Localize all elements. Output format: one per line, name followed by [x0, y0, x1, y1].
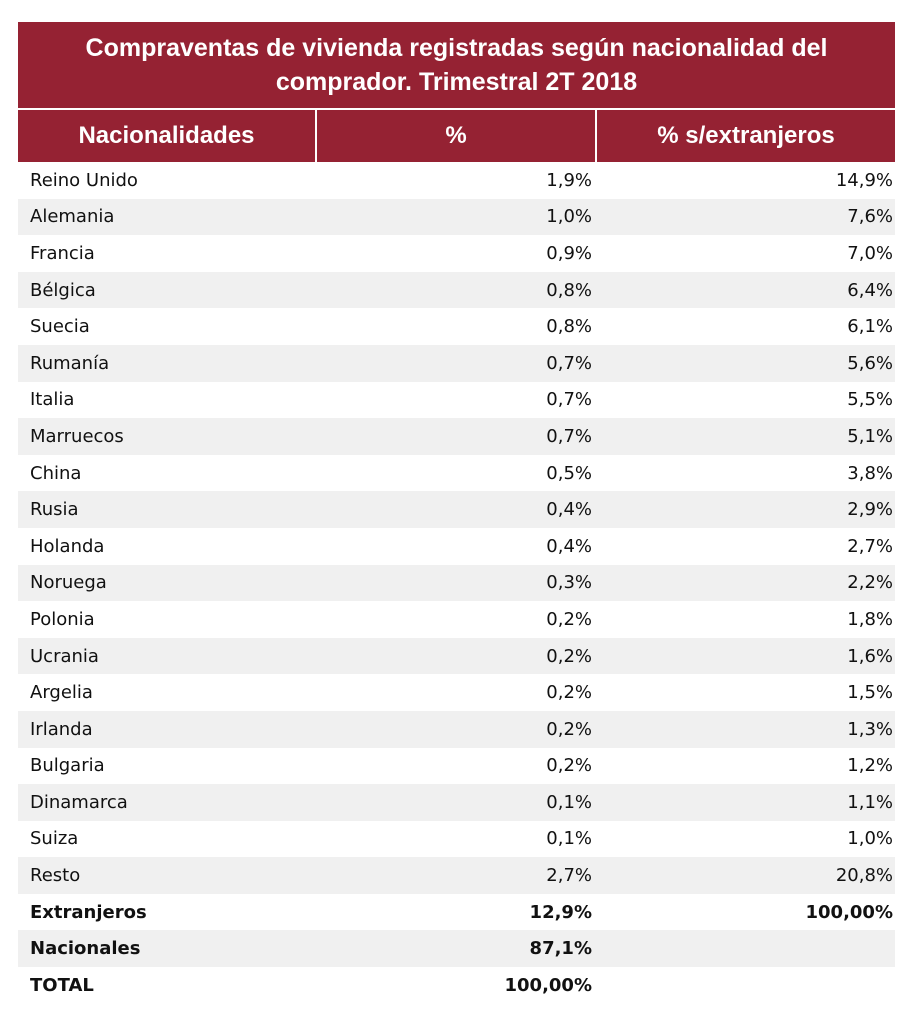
cell-percent-extranjeros: 3,8% — [847, 462, 893, 484]
cell-percent: 0,2% — [546, 755, 592, 777]
cell-percent: 0,2% — [546, 718, 592, 740]
cell-nationality: Italia — [30, 389, 75, 411]
table-row: Nacionales 87,1% — [18, 930, 895, 968]
table-row: Marruecos 0,7% 5,1% — [18, 418, 895, 455]
cell-percent-extranjeros: 5,1% — [847, 425, 893, 447]
cell-percent: 1,9% — [546, 169, 592, 191]
cell-percent-extranjeros: 1,8% — [847, 608, 893, 630]
table-title: Compraventas de vivienda registradas seg… — [18, 22, 895, 108]
cell-percent: 87,1% — [529, 938, 592, 960]
cell-percent-extranjeros: 20,8% — [835, 865, 893, 887]
table-row: Resto 2,7% 20,8% — [18, 857, 895, 894]
table-row: TOTAL 100,00% — [18, 967, 895, 1004]
table-row: Extranjeros 12,9% 100,00% — [18, 894, 895, 931]
table-row: Noruega 0,3% 2,2% — [18, 564, 895, 602]
header-row: Nacionalidades % % s/extranjeros — [18, 110, 895, 162]
cell-nationality: Francia — [30, 242, 95, 264]
table-row: China 0,5% 3,8% — [18, 455, 895, 492]
cell-percent: 0,4% — [546, 535, 592, 557]
table-row: Francia 0,9% 7,0% — [18, 235, 895, 272]
cell-nationality: Marruecos — [30, 425, 124, 447]
table-row: Bélgica 0,8% 6,4% — [18, 271, 895, 309]
cell-percent: 0,1% — [546, 791, 592, 813]
cell-percent: 0,7% — [546, 352, 592, 374]
table-row: Reino Unido 1,9% 14,9% — [18, 162, 895, 199]
cell-percent: 0,7% — [546, 389, 592, 411]
cell-nationality: Ucrania — [30, 645, 99, 667]
cell-percent-extranjeros: 7,0% — [847, 242, 893, 264]
cell-nationality: TOTAL — [30, 974, 94, 996]
table-row: Suecia 0,8% 6,1% — [18, 308, 895, 345]
cell-percent-extranjeros: 2,2% — [847, 572, 893, 594]
table-body: Reino Unido 1,9% 14,9% Alemania 1,0% 7,6% Fran… — [18, 162, 895, 1004]
cell-percent: 0,2% — [546, 682, 592, 704]
cell-percent-extranjeros: 5,6% — [847, 352, 893, 374]
table-row: Irlanda 0,2% 1,3% — [18, 710, 895, 748]
cell-nationality: Extranjeros — [30, 901, 147, 923]
cell-percent-extranjeros: 1,5% — [847, 682, 893, 704]
cell-nationality: Argelia — [30, 682, 93, 704]
table-row: Dinamarca 0,1% 1,1% — [18, 784, 895, 821]
cell-nationality: Rumanía — [30, 352, 110, 374]
cell-percent-extranjeros: 14,9% — [835, 169, 893, 191]
table-row: Alemania 1,0% 7,6% — [18, 198, 895, 236]
cell-percent-extranjeros: 1,3% — [847, 718, 893, 740]
cell-percent-extranjeros: 2,7% — [847, 535, 893, 557]
cell-percent: 0,8% — [546, 316, 592, 338]
cell-nationality: Bulgaria — [30, 755, 105, 777]
cell-percent: 0,3% — [546, 572, 592, 594]
cell-percent: 0,8% — [546, 279, 592, 301]
table-row: Suiza 0,1% 1,0% — [18, 821, 895, 858]
cell-percent-extranjeros: 1,2% — [847, 755, 893, 777]
cell-percent: 2,7% — [546, 865, 592, 887]
cell-percent: 0,1% — [546, 828, 592, 850]
cell-nationality: Irlanda — [30, 718, 93, 740]
cell-percent-extranjeros: 6,1% — [847, 316, 893, 338]
cell-nationality: Reino Unido — [30, 169, 138, 191]
table-row: Italia 0,7% 5,5% — [18, 382, 895, 419]
table-row: Bulgaria 0,2% 1,2% — [18, 748, 895, 785]
cell-nationality: Polonia — [30, 608, 95, 630]
cell-percent: 1,0% — [546, 206, 592, 228]
cell-percent-extranjeros: 100,00% — [805, 901, 894, 923]
cell-nationality: China — [30, 462, 82, 484]
table-row: Argelia 0,2% 1,5% — [18, 674, 895, 711]
cell-percent: 0,5% — [546, 462, 592, 484]
cell-nationality: Rusia — [30, 499, 79, 521]
cell-percent: 0,9% — [546, 242, 592, 264]
cell-percent: 12,9% — [529, 901, 592, 923]
cell-percent: 100,00% — [504, 974, 593, 996]
table-row: Ucrania 0,2% 1,6% — [18, 637, 895, 675]
cell-nationality: Resto — [30, 865, 81, 887]
table-row: Polonia 0,2% 1,8% — [18, 601, 895, 638]
cell-percent: 0,2% — [546, 645, 592, 667]
cell-nationality: Alemania — [30, 206, 115, 228]
cell-percent: 0,4% — [546, 499, 592, 521]
cell-percent-extranjeros: 5,5% — [847, 389, 893, 411]
cell-percent-extranjeros: 1,6% — [847, 645, 893, 667]
cell-percent: 0,2% — [546, 608, 592, 630]
cell-percent-extranjeros: 1,1% — [847, 791, 893, 813]
cell-percent-extranjeros: 1,0% — [847, 828, 893, 850]
cell-nationality: Holanda — [30, 535, 105, 557]
header-nacionalidades: Nacionalidades — [18, 110, 315, 162]
cell-nationality: Bélgica — [30, 279, 96, 301]
table-row: Rumanía 0,7% 5,6% — [18, 344, 895, 382]
cell-nationality: Dinamarca — [30, 791, 128, 813]
header-percent: % — [317, 110, 595, 162]
cell-nationality: Suecia — [30, 316, 90, 338]
table-row: Rusia 0,4% 2,9% — [18, 491, 895, 528]
header-percent-extranjeros: % s/extranjeros — [597, 110, 895, 162]
cell-percent-extranjeros: 2,9% — [847, 499, 893, 521]
cell-nationality: Nacionales — [30, 938, 141, 960]
cell-nationality: Suiza — [30, 828, 79, 850]
cell-nationality: Noruega — [30, 572, 107, 594]
cell-percent-extranjeros: 6,4% — [847, 279, 893, 301]
cell-percent-extranjeros: 7,6% — [847, 206, 893, 228]
table-row: Holanda 0,4% 2,7% — [18, 528, 895, 565]
table-title-text: Compraventas de vivienda registradas seg… — [85, 34, 828, 96]
cell-percent: 0,7% — [546, 425, 592, 447]
